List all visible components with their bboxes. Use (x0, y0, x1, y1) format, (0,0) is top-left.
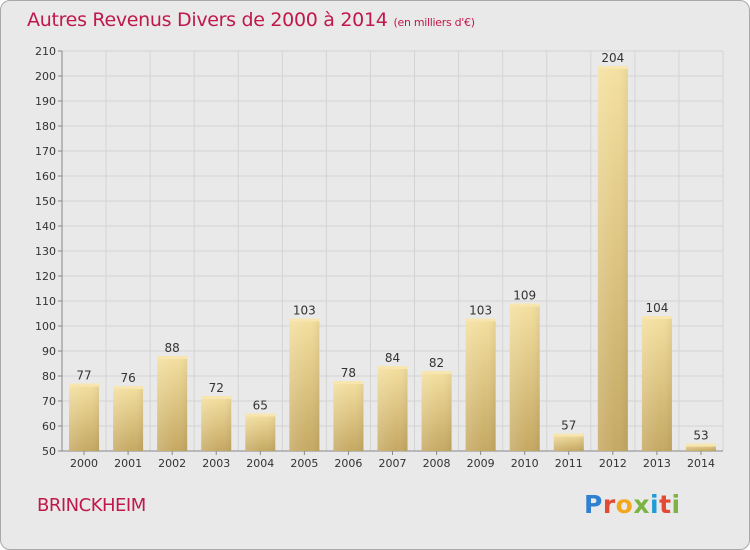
x-tick-label-2010: 2010 (511, 457, 539, 470)
bar-cap-2002 (157, 356, 188, 359)
y-tick-label: 130 (35, 245, 56, 258)
bar-shade-2007 (377, 366, 408, 451)
y-tick-label: 200 (35, 70, 56, 83)
y-tick-label: 160 (35, 170, 56, 183)
y-tick-label: 50 (42, 445, 56, 458)
bar-shade-2000 (69, 383, 100, 451)
chart-title-unit: (en milliers d'€) (393, 16, 475, 29)
bar-shade-2005 (289, 318, 320, 451)
data-label-2007: 84 (385, 351, 400, 365)
data-label-2010: 109 (513, 289, 536, 303)
bar-shade-2004 (245, 413, 276, 451)
bar-cap-2004 (245, 413, 276, 417)
data-label-2011: 57 (561, 419, 576, 433)
bar-cap-2006 (333, 381, 364, 384)
bar-cap-2011 (553, 433, 584, 437)
y-tick-label: 80 (42, 370, 56, 383)
bar-cap-2014 (685, 443, 716, 447)
bar-cap-2005 (289, 318, 320, 322)
x-tick-label-2005: 2005 (290, 457, 318, 470)
chart-title-text: Autres Revenus Divers de 2000 à 2014 (27, 9, 388, 31)
bar-cap-2001 (113, 386, 144, 389)
data-label-2003: 72 (209, 381, 224, 395)
x-tick-label-2011: 2011 (555, 457, 583, 470)
data-label-2005: 103 (293, 304, 316, 318)
y-tick-label: 210 (35, 45, 56, 58)
bar-shade-2014 (685, 443, 716, 451)
bar-cap-2003 (201, 396, 232, 399)
y-tick-label: 70 (42, 395, 56, 408)
y-tick-label: 90 (42, 345, 56, 358)
chart-title: Autres Revenus Divers de 2000 à 2014 (en … (27, 9, 475, 31)
bar-shade-2013 (641, 316, 672, 451)
x-tick-label-2013: 2013 (643, 457, 671, 470)
bar-cap-2008 (421, 371, 452, 374)
bar-cap-2000 (69, 383, 100, 387)
bar-shade-2012 (597, 66, 628, 451)
x-tick-label-2004: 2004 (246, 457, 274, 470)
y-tick-label: 60 (42, 420, 56, 433)
y-tick-label: 150 (35, 195, 56, 208)
x-tick-label-2002: 2002 (158, 457, 186, 470)
x-tick-label-2007: 2007 (379, 457, 407, 470)
x-tick-label-2009: 2009 (467, 457, 495, 470)
bar-shade-2008 (421, 371, 452, 451)
bar-shade-2011 (553, 433, 584, 451)
y-tick-label: 190 (35, 95, 56, 108)
data-label-2009: 103 (469, 304, 492, 318)
bar-shade-2003 (201, 396, 232, 451)
bar-cap-2013 (641, 316, 672, 319)
bar-shade-2010 (509, 303, 540, 451)
bar-cap-2009 (465, 318, 496, 322)
data-label-2004: 65 (253, 399, 268, 413)
bar-shade-2002 (157, 356, 188, 451)
data-label-2002: 88 (165, 341, 180, 355)
data-label-2008: 82 (429, 356, 444, 370)
x-tick-label-2008: 2008 (423, 457, 451, 470)
data-label-2006: 78 (341, 366, 356, 380)
bar-cap-2007 (377, 366, 408, 369)
x-tick-label-2003: 2003 (202, 457, 230, 470)
bar-shade-2009 (465, 318, 496, 451)
bar-cap-2010 (509, 303, 540, 307)
bar-cap-2012 (597, 66, 628, 69)
data-label-2001: 76 (120, 371, 135, 385)
bar-shade-2001 (113, 386, 144, 451)
data-label-2014: 53 (693, 429, 708, 443)
y-tick-label: 120 (35, 270, 56, 283)
y-tick-label: 180 (35, 120, 56, 133)
y-tick-label: 170 (35, 145, 56, 158)
label-layer: 2000 77 2001 76 2002 88 2003 72 2004 65 2005 103 200… (70, 51, 715, 470)
data-label-2013: 104 (645, 301, 668, 315)
x-tick-label-2006: 2006 (334, 457, 362, 470)
proxiti-logo[interactable]: Proxiti (584, 490, 681, 519)
data-label-2000: 77 (76, 369, 91, 383)
commune-name: BRINCKHEIM (37, 495, 146, 516)
bar-shade-2006 (333, 381, 364, 451)
y-tick-label: 100 (35, 320, 56, 333)
y-tick-label: 140 (35, 220, 56, 233)
bar-layer (69, 66, 716, 451)
x-tick-label-2012: 2012 (599, 457, 627, 470)
data-label-2012: 204 (601, 51, 624, 65)
x-tick-label-2000: 2000 (70, 457, 98, 470)
x-tick-label-2014: 2014 (687, 457, 715, 470)
x-tick-label-2001: 2001 (114, 457, 142, 470)
y-tick-label: 110 (35, 295, 56, 308)
